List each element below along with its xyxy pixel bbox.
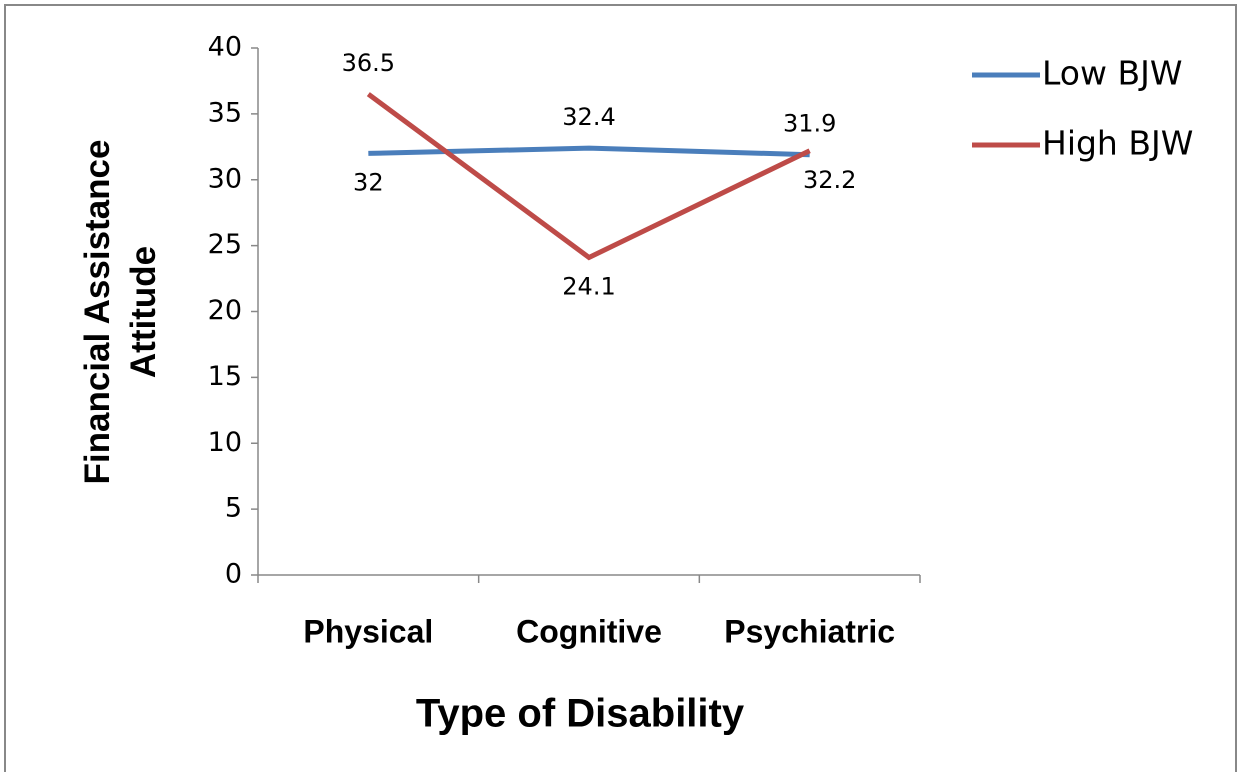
y-tick-label: 20 [208, 295, 242, 326]
y-tick-label: 40 [208, 32, 242, 63]
series-line [368, 145, 810, 158]
chart-border [4, 4, 1237, 772]
x-axis-title: Type of Disability [416, 692, 745, 736]
data-label: 24.1 [562, 272, 615, 300]
x-tick-label: Psychiatric [724, 613, 895, 649]
x-tick-label: Cognitive [516, 613, 662, 649]
y-tick-label: 10 [208, 427, 242, 458]
y-tick-label: 35 [208, 97, 242, 128]
y-axis-title: Financial Assistance Attitude [78, 139, 163, 485]
data-label: 32.4 [562, 103, 615, 131]
data-label: 32.2 [803, 166, 856, 194]
data-label: 36.5 [342, 49, 395, 77]
legend-label: Low BJW [1042, 54, 1182, 93]
y-tick-label: 0 [225, 559, 242, 590]
y-tick-label: 25 [208, 229, 242, 260]
data-label: 31.9 [783, 110, 836, 138]
series-line [366, 92, 811, 261]
x-tick-label: Physical [303, 613, 433, 649]
data-label: 32 [353, 168, 384, 196]
legend-label: High BJW [1042, 124, 1193, 163]
y-tick-label: 15 [208, 361, 242, 392]
y-tick-label: 30 [208, 163, 242, 194]
y-tick-label: 5 [225, 493, 242, 524]
